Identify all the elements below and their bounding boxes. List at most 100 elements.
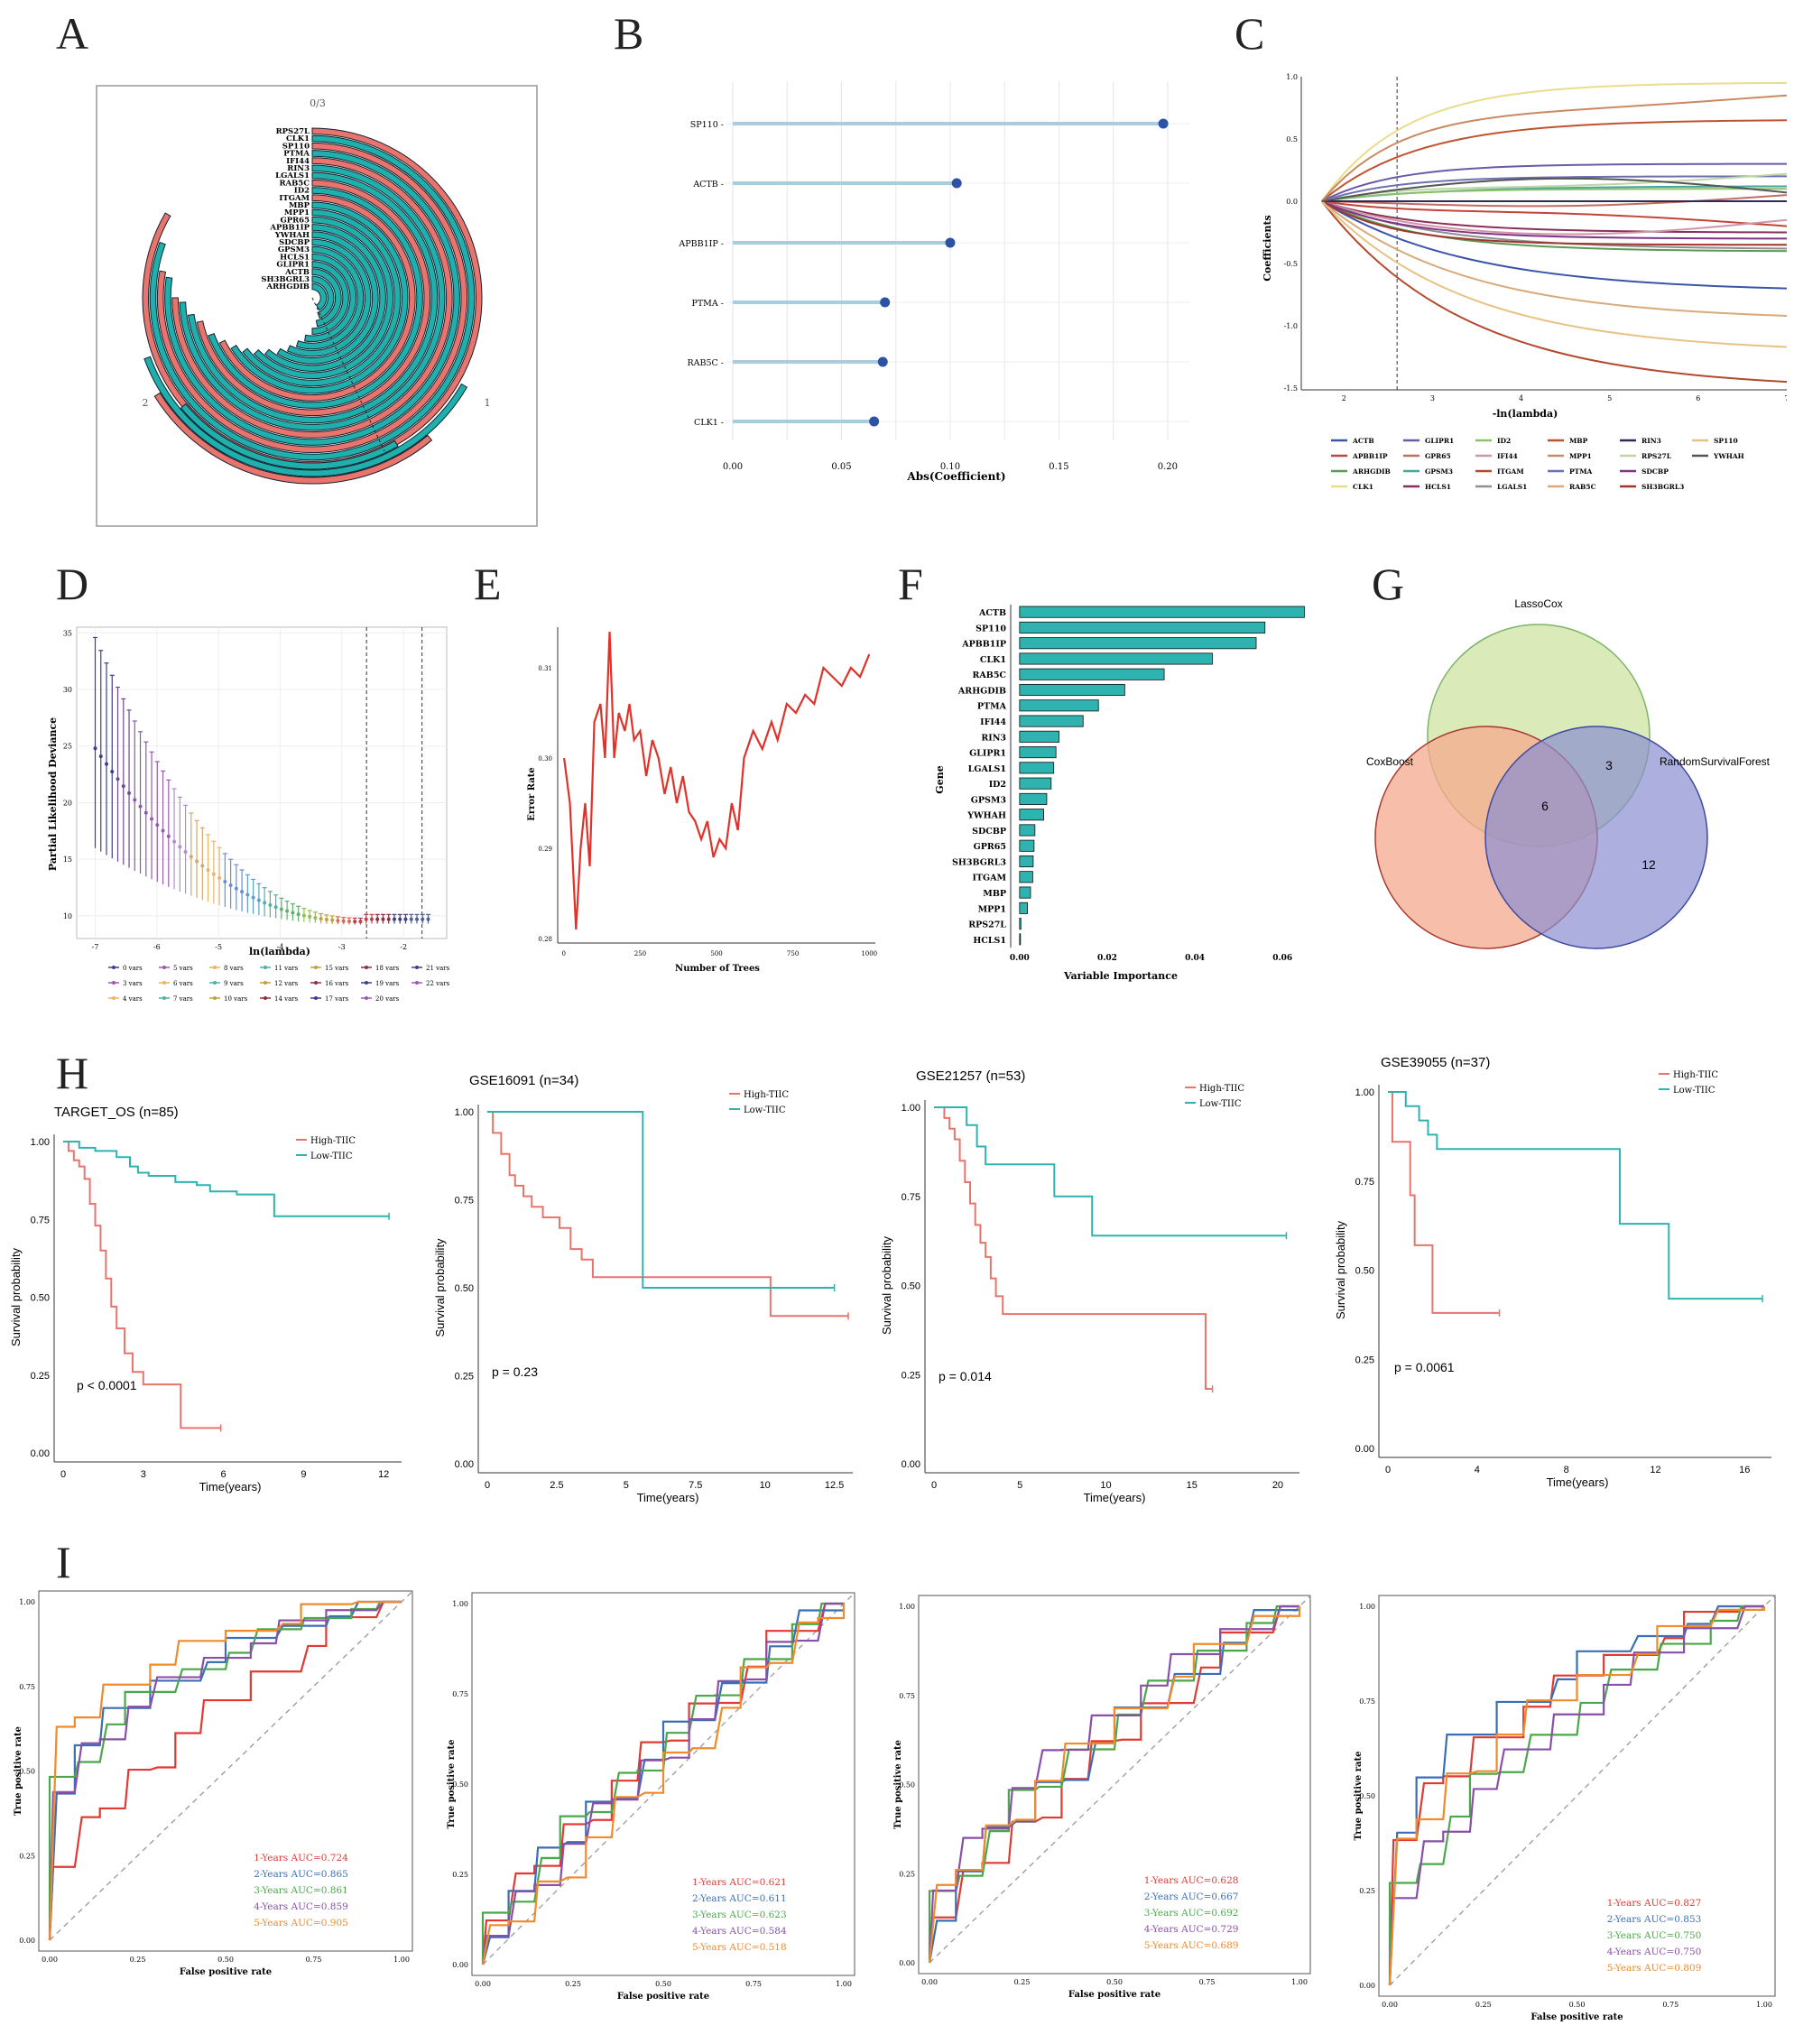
d-point [228,883,233,887]
gene-label: GLIPR1 [276,261,310,270]
km-pvalue: p < 0.0001 [77,1378,137,1392]
d-legend-dot [162,996,166,1000]
f-category-label: SDCBP [972,827,1006,837]
d-ytick: 35 [63,629,72,637]
c-legend-label: GPSM3 [1425,467,1453,476]
d-point [313,916,318,920]
roc-auc-label: 3-Years AUC=0.623 [692,1910,787,1920]
c-series-line [1321,200,1787,234]
km-ytick: 0.00 [1355,1444,1374,1455]
c-legend-label: IFI44 [1497,452,1518,460]
km-ylabel: Survival probability [1334,1220,1347,1319]
f-category-label: APBB1IP [961,640,1006,650]
roc-xtick: 0.75 [306,1956,322,1964]
b-dot [869,416,880,427]
b-dot [951,178,962,189]
km-title: GSE39055 (n=37) [1381,1055,1490,1070]
roc-xtick: 0.75 [1662,2001,1678,2009]
gene-label: YWHAH [274,231,310,240]
d-legend-label: 16 vars [325,980,349,987]
roc-xtick: 0.50 [1569,2001,1586,2009]
f-bar [1019,683,1125,697]
roc-auc-label: 1-Years AUC=0.621 [692,1877,787,1888]
km-pvalue: p = 0.014 [939,1369,992,1383]
d-legend-label: 20 vars [375,995,400,1003]
roc-ylabel: True positive rate [1354,1752,1364,1841]
d-point [392,917,396,921]
c-legend-label: APBB1IP [1352,452,1388,460]
c-series-line [1321,194,1787,208]
d-xlabel: ln(lambda) [249,946,310,957]
f-bar [1019,762,1055,774]
d-legend-dot [213,966,217,969]
venn-label-lassocox: LassoCox [1514,597,1562,610]
f-category-label: GPSM3 [971,795,1006,805]
d-point [189,855,193,859]
roc-ytick: 0.50 [899,1781,915,1790]
d-point [353,920,357,924]
d-legend-label: 10 vars [224,995,248,1003]
d-ytick: 10 [63,912,72,920]
ring-bar [311,275,335,319]
d-point [347,919,351,923]
c-legend-label: PTMA [1569,467,1593,476]
c-series-line [1320,81,1787,202]
roc-xtick: 1.00 [1756,2001,1772,2009]
f-bar [1019,621,1266,634]
c-legend: ACTB APBB1IP ARHGDIB CLK1 GLIPR1 GPR65 GPSM3 HC… [1331,437,1744,491]
km-ylabel: Survival probability [880,1235,893,1335]
d-point [414,917,419,921]
c-xtick: 7 [1784,394,1787,402]
c-legend-label: MPP1 [1569,452,1592,460]
km-xtick: 8 [1564,1465,1569,1475]
c-legend-label: RPS27L [1641,452,1672,460]
panel-letter-h: H [56,1048,89,1098]
km-ytick: 0.25 [902,1370,920,1381]
ring-bar [295,245,365,350]
ring-bar [253,216,394,380]
f-marks: ACTB SP110 APBB1IP CLK1 RAB5C ARHGDIB PTMA IFI4… [952,606,1305,946]
f-bar [1019,606,1305,618]
c-legend-label: MBP [1569,437,1588,445]
d-point [133,798,137,802]
c-series-line [1321,200,1787,253]
d-legend-label: 6 vars [173,980,193,987]
roc-ytick: 0.00 [899,1959,915,1967]
f-category-label: RIN3 [981,733,1006,743]
b-category-label: CLK1 - [694,418,724,428]
panel-f-importance-bar-chart: 0.00 0.02 0.04 0.06 ACTB SP110 APBB1IP CLK1 RAB… [934,605,1305,982]
km-xlabel: Time(years) [1547,1475,1609,1489]
km-xtick: 5 [624,1480,629,1491]
km-ytick: 0.00 [455,1459,474,1470]
e-xlabel: Number of Trees [675,964,760,974]
c-xtick: 2 [1342,394,1346,402]
d-legend-label: 3 vars [123,980,143,987]
b-grid: 0.00 0.05 0.10 0.15 0.20 [723,81,1198,472]
km-xtick: 0 [1385,1465,1391,1475]
d-point [166,834,171,838]
roc-xlabel: False positive rate [1530,2012,1623,2022]
roc-ytick: 1.00 [19,1598,35,1606]
ring-bar [311,268,342,328]
roc-xtick: 1.00 [1291,1978,1308,1986]
f-category-label: MPP1 [978,904,1006,914]
panel-h-km-plot-2: GSE16091 (n=34) 1.00 0.75 0.50 0.25 0.00 0 2.5 5… [433,1073,853,1504]
c-legend-label: ARHGDIB [1352,467,1391,476]
f-bar [1019,668,1165,680]
panel-letter-i: I [56,1537,71,1587]
roc-xtick: 1.00 [836,1980,852,1988]
km-low-curve [487,1111,835,1289]
ring-group [142,127,483,485]
d-point [116,777,120,782]
c-ytick: -1.0 [1284,322,1298,330]
b-category-label: RAB5C - [687,358,724,368]
d-xtick: -7 [92,943,99,951]
km-ytick: 0.25 [31,1371,50,1382]
f-category-label: ID2 [989,780,1006,790]
roc-ylabel: True positive rate [893,1740,903,1829]
d-legend-label: 11 vars [274,965,299,972]
c-series-line [1321,188,1787,202]
gene-label: ARHGDIB [266,282,310,291]
d-legend: 0 vars 5 vars 8 vars 11 vars 15 vars 18 vars 2… [108,965,450,1003]
km-xtick: 5 [1017,1480,1022,1491]
